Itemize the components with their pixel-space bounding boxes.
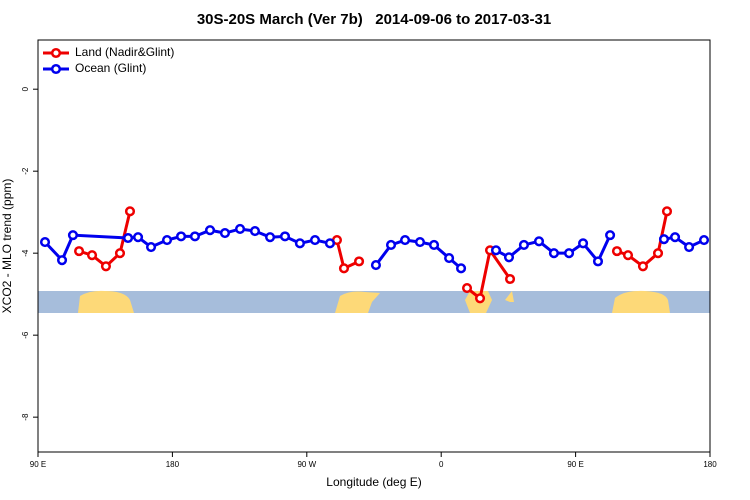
x-tick-label: 90 E	[567, 460, 583, 469]
data-point	[652, 248, 664, 259]
data-point	[100, 261, 111, 272]
data-point	[133, 232, 144, 243]
data-point	[56, 255, 68, 266]
data-point	[518, 239, 529, 251]
data-point	[145, 241, 157, 253]
x-axis-label: Longitude (deg E)	[326, 475, 421, 489]
data-point	[563, 248, 575, 259]
data-point	[385, 239, 397, 251]
data-point	[324, 238, 335, 249]
map-strip	[38, 290, 710, 313]
data-point	[234, 223, 246, 235]
data-point	[456, 263, 467, 274]
y-tick-label: 0	[21, 86, 30, 91]
x-tick-label: 0	[439, 460, 444, 469]
y-axis-label: XCO2 - MLO trend (ppm)	[0, 179, 14, 314]
data-point	[490, 245, 502, 256]
data-point	[309, 235, 321, 246]
data-point	[611, 246, 623, 257]
y-tick-label: -6	[21, 331, 30, 339]
data-point	[176, 231, 187, 242]
y-tick-label: -8	[21, 413, 30, 421]
data-point	[204, 225, 216, 236]
data-point	[249, 225, 261, 237]
data-point	[474, 293, 486, 304]
data-point	[124, 206, 136, 217]
data-point	[444, 253, 455, 264]
data-point	[658, 234, 670, 245]
data-point	[338, 263, 350, 274]
data-point	[122, 232, 134, 244]
data-point	[548, 248, 559, 259]
data-point	[265, 232, 276, 243]
data-point	[461, 282, 473, 294]
data-point	[400, 235, 411, 246]
data-point	[670, 232, 681, 243]
data-point	[622, 250, 634, 261]
data-point	[294, 238, 305, 249]
data-point	[698, 235, 710, 246]
data-point	[414, 237, 426, 248]
y-tick-label: -4	[21, 249, 30, 257]
data-point	[114, 248, 126, 259]
x-tick-label: 180	[703, 460, 717, 469]
y-tick-label: -2	[21, 167, 30, 175]
data-point	[87, 250, 98, 261]
data-point	[161, 235, 173, 246]
x-tick-label: 90 E	[30, 460, 46, 469]
data-point	[189, 231, 200, 242]
plot-frame	[37, 39, 711, 453]
data-point	[605, 230, 616, 241]
data-point	[661, 206, 673, 217]
data-point	[503, 252, 515, 263]
data-point	[39, 237, 51, 248]
data-point	[67, 230, 78, 241]
data-point	[592, 256, 604, 267]
data-point	[637, 261, 648, 272]
legend-marker	[50, 47, 62, 59]
data-point	[370, 260, 381, 271]
data-point	[533, 236, 545, 247]
data-point	[279, 231, 291, 242]
series-line	[78, 211, 669, 301]
x-tick-label: 90 W	[297, 460, 316, 469]
data-point	[428, 239, 440, 251]
data-point	[504, 273, 516, 285]
legend-label: Ocean (Glint)	[75, 61, 146, 75]
data-point	[684, 241, 695, 253]
data-point	[219, 228, 231, 239]
data-point	[74, 246, 85, 257]
data-point	[578, 238, 589, 249]
data-point	[354, 256, 365, 267]
chart-title: 30S-20S March (Ver 7b) 2014-09-06 to 201…	[197, 11, 551, 28]
x-tick-label: 180	[166, 460, 180, 469]
legend-label: Land (Nadir&Glint)	[75, 45, 174, 59]
legend-marker	[50, 63, 62, 75]
